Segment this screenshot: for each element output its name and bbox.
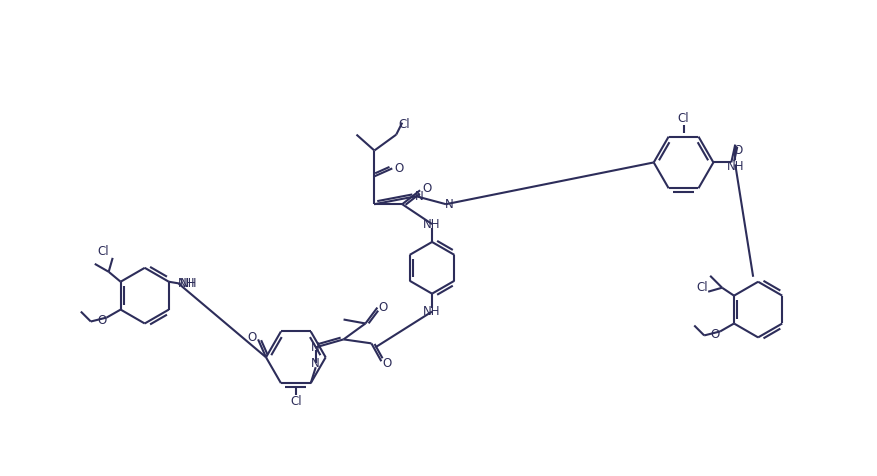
Text: O: O	[395, 162, 403, 175]
Text: NH: NH	[424, 305, 441, 318]
Text: N: N	[311, 341, 320, 354]
Text: Cl: Cl	[398, 118, 410, 131]
Text: Cl: Cl	[290, 395, 302, 407]
Text: O: O	[423, 182, 431, 195]
Text: NH: NH	[424, 218, 441, 230]
Text: Cl: Cl	[696, 281, 708, 294]
Text: O: O	[247, 331, 257, 344]
Text: N: N	[445, 198, 453, 211]
Text: NH: NH	[178, 277, 196, 290]
Text: Cl: Cl	[678, 112, 689, 125]
Text: NH: NH	[180, 277, 197, 290]
Text: O: O	[379, 301, 388, 314]
Text: O: O	[710, 328, 720, 341]
Text: O: O	[734, 144, 743, 157]
Text: NH: NH	[726, 160, 744, 173]
Text: N: N	[311, 357, 320, 370]
Text: Cl: Cl	[97, 246, 109, 258]
Text: N: N	[415, 190, 424, 203]
Text: O: O	[382, 357, 392, 370]
Text: O: O	[97, 314, 106, 327]
